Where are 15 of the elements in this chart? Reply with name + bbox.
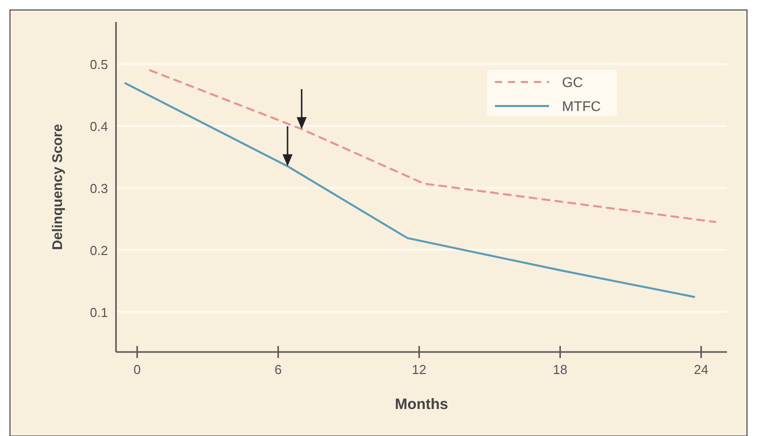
x-tick-label: 24 — [694, 362, 708, 377]
x-axis-title: Months — [394, 396, 448, 413]
x-tick-label: 18 — [552, 362, 568, 377]
y-tick-label: 0.5 — [90, 57, 108, 72]
legend-label: GC — [562, 74, 583, 90]
legend-label: MTFC — [562, 98, 601, 114]
y-tick-label: 0.2 — [90, 242, 108, 258]
y-tick-label: 0.4 — [90, 119, 108, 134]
x-tick-label: 6 — [274, 362, 282, 377]
y-axis-title: Delinquency Score — [49, 124, 65, 250]
y-tick-label: 0.3 — [90, 180, 108, 196]
x-tick-label: 0 — [134, 362, 141, 377]
x-tick-label: 12 — [412, 362, 426, 377]
line-series — [149, 69, 716, 223]
y-tick-label: 0.1 — [90, 304, 108, 320]
